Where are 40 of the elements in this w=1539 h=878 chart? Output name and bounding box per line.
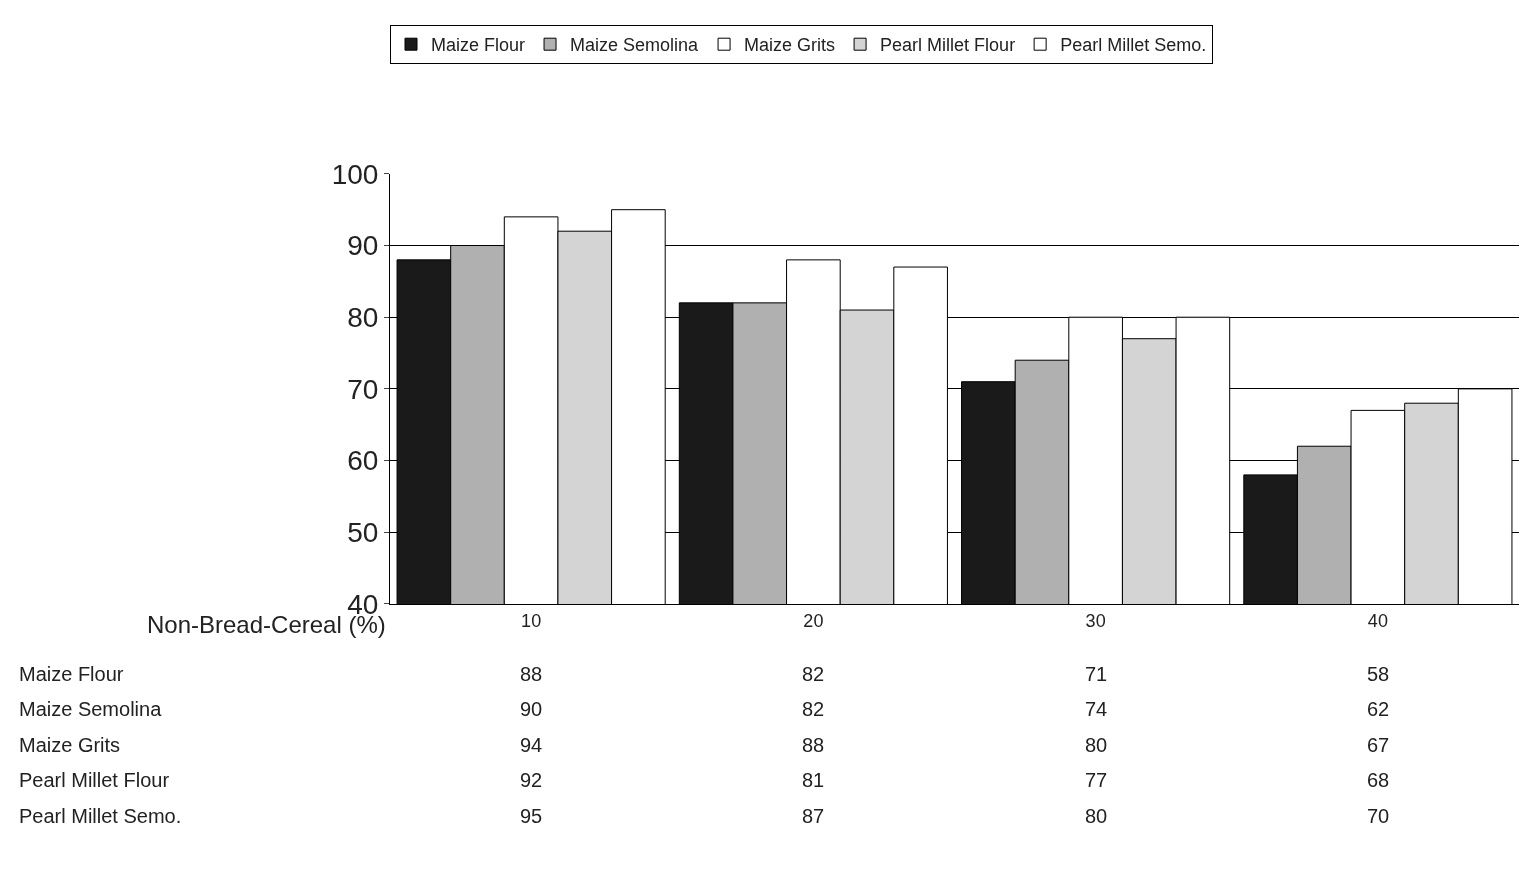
y-tick-label: 60 <box>347 445 379 477</box>
data-label: 70 <box>1367 805 1390 827</box>
y-tick-label: 90 <box>347 230 379 262</box>
data-label: 92 <box>520 769 543 791</box>
y-tick-label: 80 <box>347 302 379 334</box>
data-label: 82 <box>802 663 825 685</box>
y-tick-label: 100 <box>331 158 379 190</box>
data-label: 80 <box>1085 734 1108 756</box>
legend-label: Maize Flour <box>431 35 526 56</box>
text: Maize Flour <box>19 663 124 685</box>
legend-label: Maize Semolina <box>570 35 700 56</box>
legend-label: Maize Grits <box>744 35 836 56</box>
data-label: 94 <box>520 734 543 756</box>
data-label: 77 <box>1085 769 1108 791</box>
data-label: 62 <box>1367 698 1390 720</box>
data-label: 87 <box>802 805 825 827</box>
text: Pearl Millet Flour <box>19 769 170 791</box>
legend-label: Pearl Millet Flour <box>880 35 1016 56</box>
x-tick-label: 40 <box>1367 610 1388 631</box>
data-label: 82 <box>802 698 825 720</box>
data-label: 71 <box>1085 663 1108 685</box>
data-label: 81 <box>802 769 825 791</box>
data-label: 67 <box>1367 734 1390 756</box>
legend-label: Pearl Millet Semo. <box>1060 35 1207 56</box>
data-label: 80 <box>1085 805 1108 827</box>
x-tick-label: 20 <box>803 610 824 631</box>
text: Maize Semolina <box>19 698 162 720</box>
data-label: 95 <box>520 805 543 827</box>
data-label: 74 <box>1085 698 1108 720</box>
data-label: 88 <box>520 663 543 685</box>
y-tick-label: 50 <box>347 517 379 549</box>
y-tick-label: 70 <box>347 373 379 405</box>
text: Maize Grits <box>19 734 121 756</box>
data-label: 88 <box>802 734 825 756</box>
text: Pearl Millet Semo. <box>19 805 182 827</box>
data-label: 68 <box>1367 769 1390 791</box>
x-tick-label: 30 <box>1085 610 1106 631</box>
data-label: 90 <box>520 698 543 720</box>
data-label: 58 <box>1367 663 1390 685</box>
x-tick-label: 10 <box>521 610 542 631</box>
